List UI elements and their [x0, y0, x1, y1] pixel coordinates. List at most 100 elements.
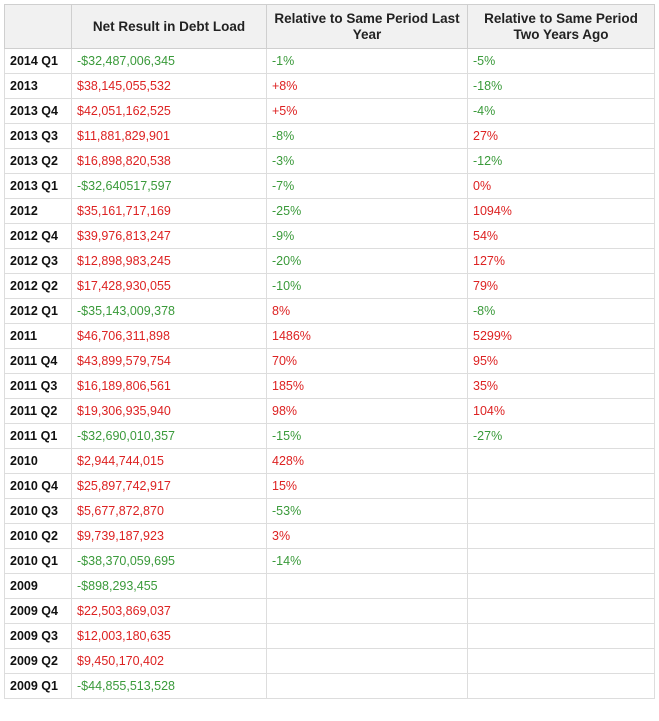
relative-last-year-cell: 98%: [266, 398, 468, 424]
relative-two-years-ago-cell: 104%: [467, 398, 655, 424]
net-result-cell: $19,306,935,940: [71, 398, 267, 424]
relative-last-year-cell: -10%: [266, 273, 468, 299]
relative-two-years-ago-cell: -8%: [467, 298, 655, 324]
relative-two-years-ago-cell: 95%: [467, 348, 655, 374]
period-cell: 2013 Q2: [4, 148, 72, 174]
net-result-cell: -$32,640517,597: [71, 173, 267, 199]
table-row: 2014 Q1 -$32,487,006,345 -1% -5%: [4, 48, 655, 74]
relative-last-year-cell: 3%: [266, 523, 468, 549]
period-cell: 2012 Q4: [4, 223, 72, 249]
period-cell: 2014 Q1: [4, 48, 72, 74]
table-row: 2009 -$898,293,455: [4, 573, 655, 599]
period-cell: 2010: [4, 448, 72, 474]
relative-two-years-ago-cell: 5299%: [467, 323, 655, 349]
table-row: 2012 $35,161,717,169 -25% 1094%: [4, 198, 655, 224]
net-result-cell: $16,189,806,561: [71, 373, 267, 399]
period-cell: 2013 Q3: [4, 123, 72, 149]
table-row: 2011 Q2 $19,306,935,940 98% 104%: [4, 398, 655, 424]
header-row: Net Result in Debt Load Relative to Same…: [4, 4, 655, 49]
period-cell: 2010 Q4: [4, 473, 72, 499]
relative-two-years-ago-cell: 54%: [467, 223, 655, 249]
period-cell: 2010 Q3: [4, 498, 72, 524]
period-cell: 2010 Q2: [4, 523, 72, 549]
net-result-cell: $9,450,170,402: [71, 648, 267, 674]
relative-two-years-ago-cell: 27%: [467, 123, 655, 149]
table-row: 2009 Q1 -$44,855,513,528: [4, 673, 655, 699]
net-result-cell: $17,428,930,055: [71, 273, 267, 299]
period-cell: 2010 Q1: [4, 548, 72, 574]
relative-two-years-ago-cell: [467, 498, 655, 524]
relative-last-year-cell: -8%: [266, 123, 468, 149]
relative-last-year-cell: [266, 623, 468, 649]
relative-last-year-cell: [266, 573, 468, 599]
net-result-cell: $9,739,187,923: [71, 523, 267, 549]
net-result-cell: $46,706,311,898: [71, 323, 267, 349]
net-result-cell: $22,503,869,037: [71, 598, 267, 624]
relative-two-years-ago-cell: 1094%: [467, 198, 655, 224]
table-row: 2010 Q1 -$38,370,059,695 -14%: [4, 548, 655, 574]
period-cell: 2012: [4, 198, 72, 224]
table-row: 2011 Q1 -$32,690,010,357 -15% -27%: [4, 423, 655, 449]
relative-two-years-ago-cell: [467, 598, 655, 624]
table-row: 2012 Q1 -$35,143,009,378 8% -8%: [4, 298, 655, 324]
period-cell: 2012 Q3: [4, 248, 72, 274]
table-row: 2012 Q3 $12,898,983,245 -20% 127%: [4, 248, 655, 274]
relative-last-year-cell: +5%: [266, 98, 468, 124]
relative-two-years-ago-cell: [467, 573, 655, 599]
period-cell: 2011 Q3: [4, 373, 72, 399]
relative-two-years-ago-cell: 0%: [467, 173, 655, 199]
relative-two-years-ago-cell: [467, 473, 655, 499]
table-row: 2013 $38,145,055,532 +8% -18%: [4, 73, 655, 99]
period-cell: 2011 Q1: [4, 423, 72, 449]
period-cell: 2012 Q1: [4, 298, 72, 324]
relative-last-year-cell: 1486%: [266, 323, 468, 349]
table-row: 2010 $2,944,744,015 428%: [4, 448, 655, 474]
net-result-cell: -$38,370,059,695: [71, 548, 267, 574]
net-result-cell: -$898,293,455: [71, 573, 267, 599]
net-result-cell: $12,003,180,635: [71, 623, 267, 649]
relative-last-year-cell: -9%: [266, 223, 468, 249]
table-row: 2013 Q4 $42,051,162,525 +5% -4%: [4, 98, 655, 124]
table-row: 2013 Q1 -$32,640517,597 -7% 0%: [4, 173, 655, 199]
relative-two-years-ago-cell: [467, 523, 655, 549]
period-cell: 2009 Q4: [4, 598, 72, 624]
table-row: 2010 Q2 $9,739,187,923 3%: [4, 523, 655, 549]
relative-two-years-ago-cell: [467, 548, 655, 574]
net-result-cell: $12,898,983,245: [71, 248, 267, 274]
relative-last-year-cell: [266, 598, 468, 624]
relative-two-years-ago-cell: -4%: [467, 98, 655, 124]
table-row: 2010 Q3 $5,677,872,870 -53%: [4, 498, 655, 524]
table-row: 2011 $46,706,311,898 1486% 5299%: [4, 323, 655, 349]
period-cell: 2009 Q1: [4, 673, 72, 699]
debt-load-table: Net Result in Debt Load Relative to Same…: [4, 4, 655, 699]
period-cell: 2013 Q4: [4, 98, 72, 124]
period-cell: 2013 Q1: [4, 173, 72, 199]
net-result-cell: $35,161,717,169: [71, 198, 267, 224]
relative-last-year-cell: [266, 648, 468, 674]
relative-last-year-cell: -14%: [266, 548, 468, 574]
relative-last-year-cell: -15%: [266, 423, 468, 449]
header-relative-last-year: Relative to Same Period Last Year: [266, 4, 468, 49]
relative-last-year-cell: -7%: [266, 173, 468, 199]
header-net-result: Net Result in Debt Load: [71, 4, 267, 49]
net-result-cell: $43,899,579,754: [71, 348, 267, 374]
net-result-cell: -$35,143,009,378: [71, 298, 267, 324]
table-row: 2009 Q3 $12,003,180,635: [4, 623, 655, 649]
relative-last-year-cell: 15%: [266, 473, 468, 499]
relative-last-year-cell: -53%: [266, 498, 468, 524]
period-cell: 2011: [4, 323, 72, 349]
period-cell: 2011 Q4: [4, 348, 72, 374]
table-row: 2012 Q2 $17,428,930,055 -10% 79%: [4, 273, 655, 299]
table-row: 2011 Q4 $43,899,579,754 70% 95%: [4, 348, 655, 374]
net-result-cell: $25,897,742,917: [71, 473, 267, 499]
relative-two-years-ago-cell: [467, 623, 655, 649]
header-relative-two-years-ago: Relative to Same Period Two Years Ago: [467, 4, 655, 49]
net-result-cell: $11,881,829,901: [71, 123, 267, 149]
relative-two-years-ago-cell: -5%: [467, 48, 655, 74]
table-row: 2012 Q4 $39,976,813,247 -9% 54%: [4, 223, 655, 249]
relative-last-year-cell: +8%: [266, 73, 468, 99]
net-result-cell: $39,976,813,247: [71, 223, 267, 249]
relative-two-years-ago-cell: [467, 673, 655, 699]
net-result-cell: $16,898,820,538: [71, 148, 267, 174]
table-row: 2011 Q3 $16,189,806,561 185% 35%: [4, 373, 655, 399]
